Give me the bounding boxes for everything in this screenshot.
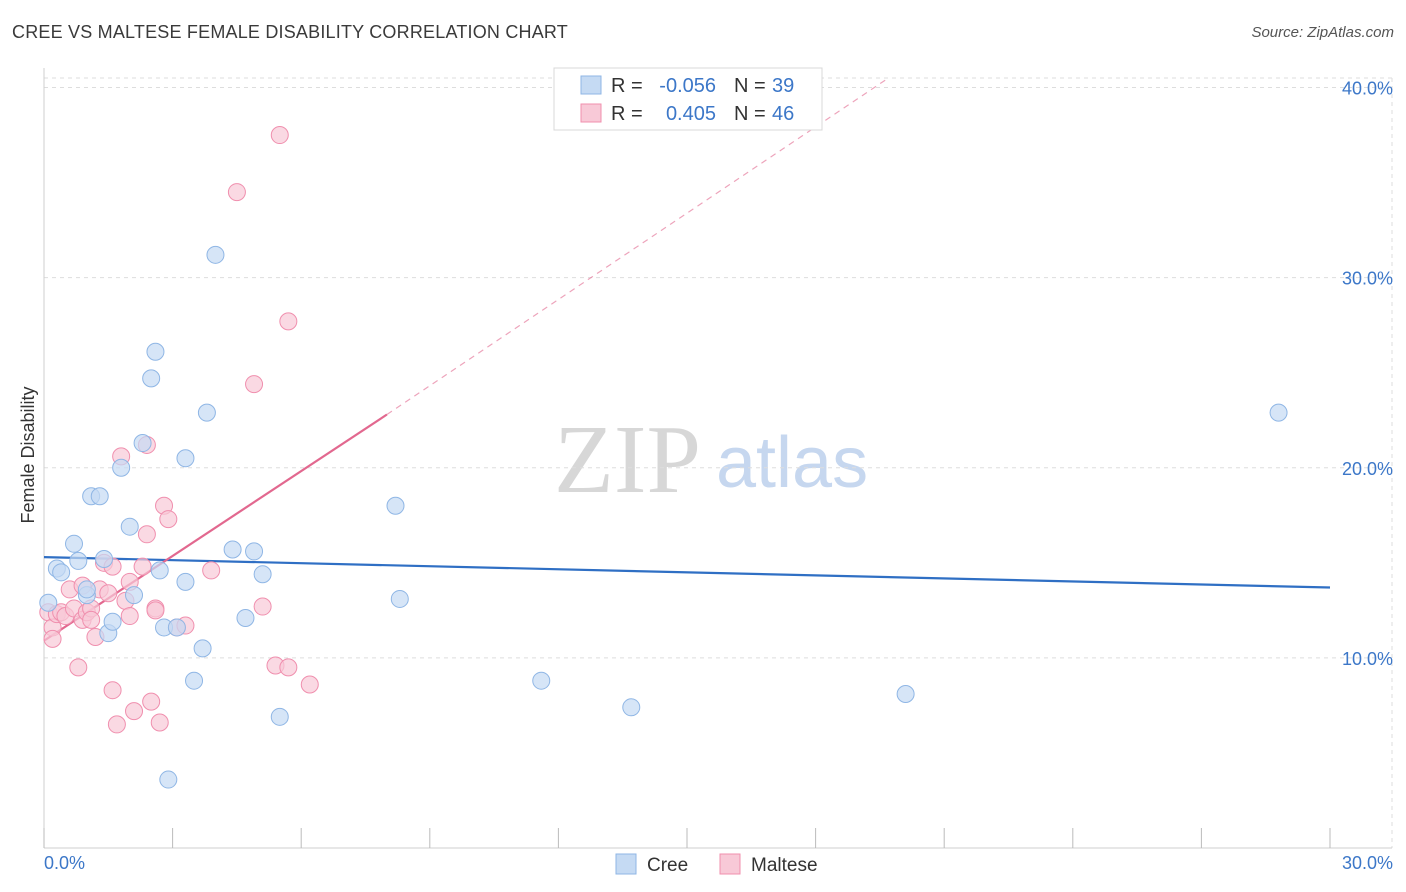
point-cree xyxy=(150,561,169,580)
legend-swatch-cree xyxy=(580,75,602,95)
legend-n-value-maltese: 46 xyxy=(772,103,794,125)
bottom-legend-swatch-maltese xyxy=(719,853,741,875)
legend-n-value-cree: 39 xyxy=(772,75,794,97)
point-cree xyxy=(103,612,122,631)
legend-n-label-maltese: N = xyxy=(734,103,766,125)
point-cree xyxy=(125,586,144,605)
point-cree xyxy=(236,608,255,627)
point-cree xyxy=(77,580,96,599)
point-cree xyxy=(159,770,178,789)
correlation-legend: R = -0.056 N = 39 R = 0.405 N = 46 xyxy=(553,67,823,131)
trend-lines xyxy=(43,77,1331,642)
point-cree xyxy=(193,639,212,658)
point-cree xyxy=(142,369,161,388)
point-maltese xyxy=(69,658,88,677)
legend-r-label-maltese: R = xyxy=(611,103,643,125)
point-maltese xyxy=(279,312,298,331)
point-maltese xyxy=(270,126,289,145)
point-maltese xyxy=(133,557,152,576)
y-tick-labels: 10.0% 20.0% 30.0% 40.0% xyxy=(1342,79,1393,669)
trend-line-maltese-extension xyxy=(386,77,889,416)
point-maltese xyxy=(279,658,298,677)
y-tick-label: 30.0% xyxy=(1342,269,1393,289)
point-cree xyxy=(146,342,165,361)
point-cree xyxy=(896,685,915,703)
y-tick-label: 40.0% xyxy=(1342,79,1393,99)
point-maltese xyxy=(120,607,139,626)
legend-r-label-cree: R = xyxy=(611,75,643,97)
legend-swatch-maltese xyxy=(580,103,602,123)
point-cree xyxy=(532,671,551,690)
point-cree xyxy=(65,534,84,553)
watermark-atlas: atlas xyxy=(716,423,868,503)
point-cree xyxy=(69,551,88,570)
x-tick-label-max: 30.0% xyxy=(1342,853,1393,873)
point-cree xyxy=(185,671,204,690)
point-cree xyxy=(133,434,152,453)
bottom-legend-label-maltese: Maltese xyxy=(751,855,818,876)
point-maltese xyxy=(142,692,161,711)
chart-title: CREE VS MALTESE FEMALE DISABILITY CORREL… xyxy=(12,22,568,42)
point-cree xyxy=(176,572,195,591)
series-legend: Cree Maltese xyxy=(615,853,818,876)
y-tick-label: 10.0% xyxy=(1342,649,1393,669)
point-maltese xyxy=(202,561,221,580)
point-maltese xyxy=(137,525,156,544)
axes xyxy=(43,68,1392,849)
y-axis-title: Female Disability xyxy=(18,386,38,523)
point-cree xyxy=(90,487,109,506)
point-maltese xyxy=(107,715,126,734)
point-maltese xyxy=(99,584,118,603)
point-cree xyxy=(253,565,272,584)
trend-line-maltese xyxy=(43,413,388,642)
point-cree xyxy=(120,517,139,536)
point-cree xyxy=(390,589,409,608)
point-maltese xyxy=(300,675,319,694)
point-cree xyxy=(112,458,131,477)
point-cree xyxy=(206,245,225,264)
point-cree xyxy=(95,550,114,569)
point-cree xyxy=(197,403,216,422)
point-maltese xyxy=(227,183,246,202)
point-cree xyxy=(223,540,242,559)
watermark-zip: ZIP xyxy=(554,406,701,514)
bottom-legend-swatch-cree xyxy=(615,853,637,875)
legend-r-value-maltese: 0.405 xyxy=(666,103,716,125)
point-maltese xyxy=(43,629,62,648)
point-maltese xyxy=(245,375,264,394)
point-maltese xyxy=(103,681,122,700)
point-cree xyxy=(270,707,289,726)
legend-r-value-cree: -0.056 xyxy=(659,75,716,97)
bottom-legend-label-cree: Cree xyxy=(647,855,688,876)
point-cree xyxy=(245,542,264,561)
point-cree xyxy=(176,449,195,468)
data-points xyxy=(39,126,1288,789)
y-tick-label: 20.0% xyxy=(1342,459,1393,479)
point-maltese xyxy=(125,702,144,721)
point-maltese xyxy=(159,510,178,529)
x-tick-label-min: 0.0% xyxy=(44,853,85,873)
point-maltese xyxy=(146,601,165,620)
point-cree xyxy=(622,698,641,717)
legend-n-label-cree: N = xyxy=(734,75,766,97)
grid-lines xyxy=(44,77,1393,848)
point-cree xyxy=(167,618,186,637)
point-maltese xyxy=(253,597,272,616)
point-maltese xyxy=(82,610,101,629)
source-credit: Source: ZipAtlas.com xyxy=(1251,24,1394,41)
point-cree xyxy=(1269,403,1288,422)
point-maltese xyxy=(150,713,169,732)
point-cree xyxy=(39,593,58,612)
point-cree xyxy=(386,496,405,515)
point-cree xyxy=(52,563,71,582)
trend-line-cree xyxy=(43,556,1331,589)
